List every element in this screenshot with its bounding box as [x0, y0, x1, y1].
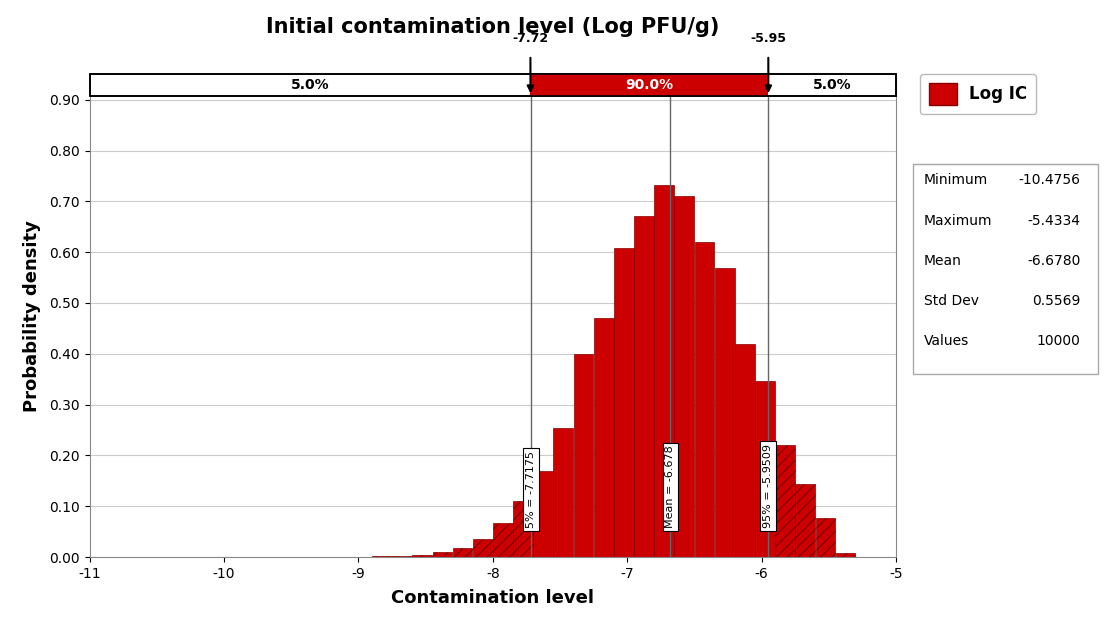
Bar [452, 548, 473, 557]
Text: Values: Values [924, 334, 969, 348]
Bar [493, 522, 513, 557]
Bar [531, 74, 768, 96]
Bar [775, 444, 795, 557]
Bar [594, 318, 614, 557]
Text: 95% = -5.9509: 95% = -5.9509 [763, 444, 773, 528]
Bar [392, 556, 412, 557]
Text: 10000: 10000 [1037, 334, 1081, 348]
Bar [513, 501, 533, 557]
Bar [553, 428, 573, 557]
Text: Mean: Mean [924, 254, 962, 268]
Text: Maximum: Maximum [924, 214, 992, 228]
Bar [735, 344, 755, 557]
Text: 5.0%: 5.0% [813, 78, 851, 92]
Text: -5.4334: -5.4334 [1028, 214, 1081, 228]
Text: 90.0%: 90.0% [625, 78, 673, 92]
Text: -7.72: -7.72 [512, 32, 549, 45]
Bar [634, 216, 654, 557]
Text: 5% = -7.7175: 5% = -7.7175 [525, 451, 535, 528]
Bar [372, 556, 392, 557]
Bar [412, 555, 432, 557]
Text: Std Dev: Std Dev [924, 294, 979, 308]
Bar [533, 471, 553, 557]
Bar [815, 519, 836, 557]
Text: 0.5569: 0.5569 [1033, 294, 1081, 308]
Bar [473, 539, 493, 557]
Bar [90, 74, 896, 96]
Bar [432, 552, 452, 557]
Text: -10.4756: -10.4756 [1019, 173, 1081, 188]
Text: Mean = -6.678: Mean = -6.678 [665, 446, 675, 528]
Text: -5.95: -5.95 [750, 32, 786, 45]
Bar [654, 184, 674, 557]
Text: -6.6780: -6.6780 [1027, 254, 1081, 268]
Bar [715, 269, 735, 557]
Title: Initial contamination level (Log PFU/g): Initial contamination level (Log PFU/g) [267, 17, 719, 37]
X-axis label: Contamination level: Contamination level [391, 589, 595, 607]
Text: Minimum: Minimum [924, 173, 988, 188]
Bar [674, 196, 694, 557]
Bar [836, 553, 856, 557]
Bar [614, 248, 634, 557]
Bar [573, 354, 594, 557]
Bar [90, 74, 896, 96]
Legend: Log IC: Log IC [921, 74, 1036, 115]
Bar [755, 381, 775, 557]
Y-axis label: Probability density: Probability density [22, 220, 40, 412]
Text: 5.0%: 5.0% [291, 78, 329, 92]
Bar [694, 241, 715, 557]
Bar [795, 484, 815, 557]
